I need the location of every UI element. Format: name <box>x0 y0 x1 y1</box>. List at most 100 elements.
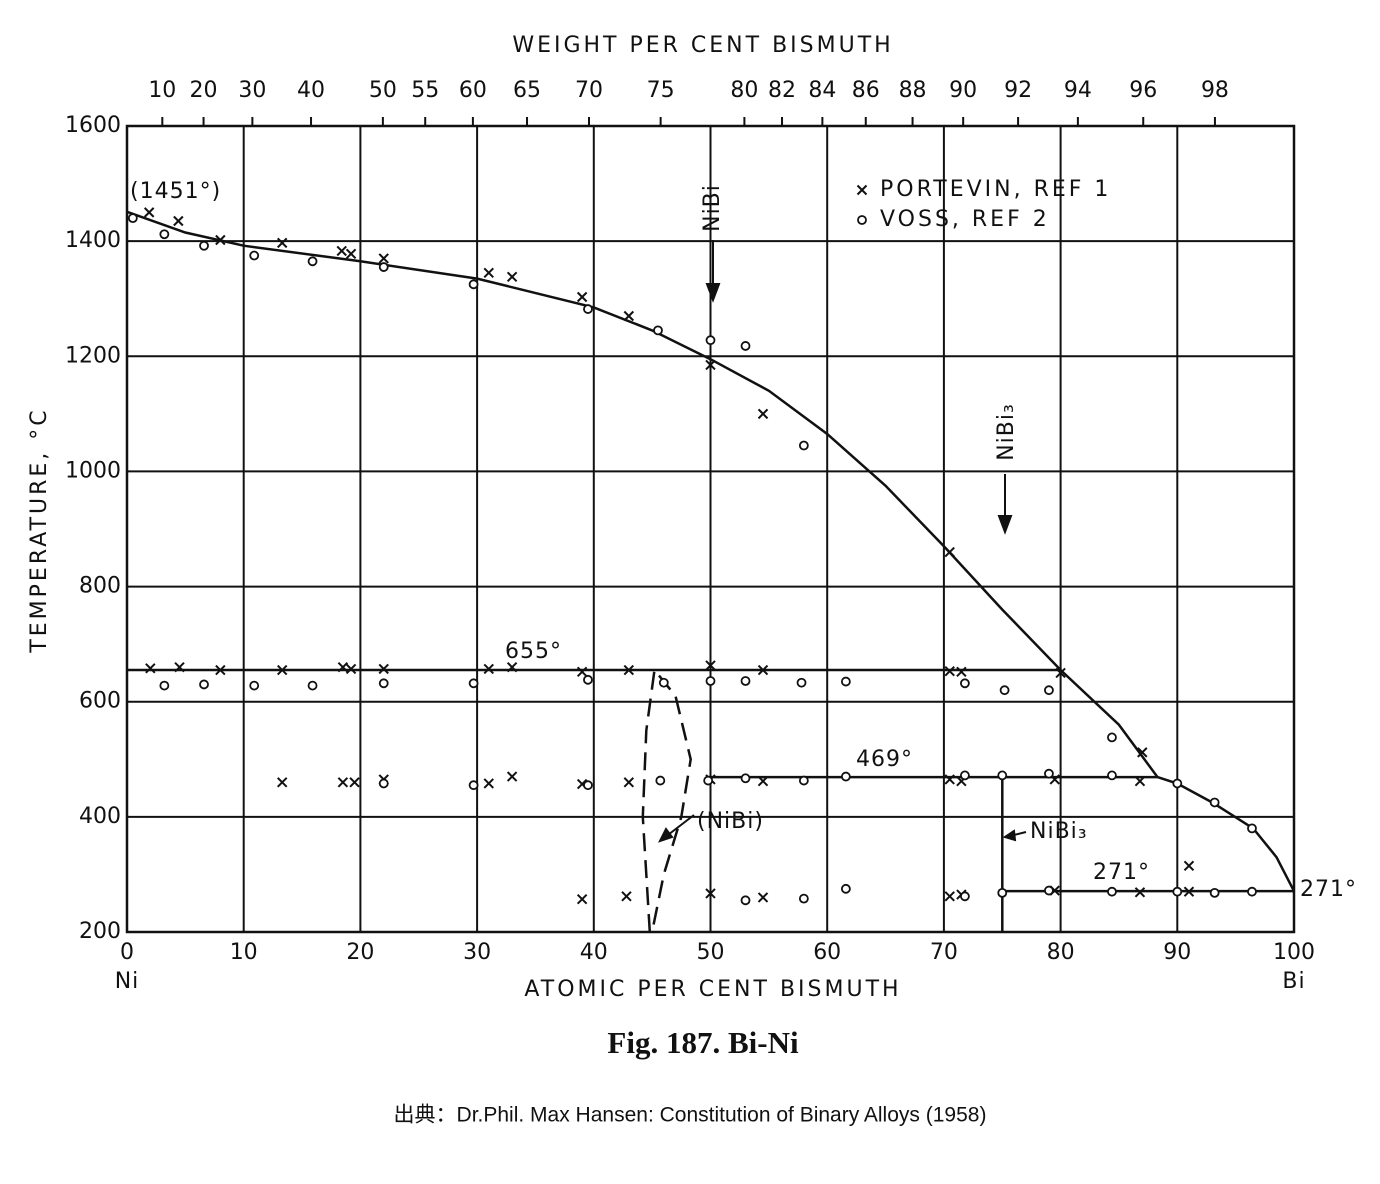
data-point <box>1134 775 1146 787</box>
data-point <box>277 237 288 249</box>
x2-axis-label: WEIGHT PER CENT BISMUTH <box>512 33 893 58</box>
y-tick-label: 400 <box>79 804 121 829</box>
data-point <box>583 780 593 791</box>
y-tick-label: 600 <box>79 689 121 714</box>
data-point <box>1107 732 1117 743</box>
data-point <box>1247 823 1257 834</box>
x2-tick-label: 65 <box>513 78 541 103</box>
data-point <box>345 663 357 675</box>
x-tick-label: 100 <box>1273 940 1315 965</box>
data-point <box>483 778 494 789</box>
data-point <box>623 777 635 788</box>
y-tick-label: 1600 <box>65 113 121 138</box>
marker-stroke <box>576 291 588 303</box>
marker-stroke <box>378 663 389 675</box>
annotation: 271° <box>1300 877 1357 902</box>
x2-tick-label: 96 <box>1129 78 1157 103</box>
data-point <box>277 664 288 676</box>
data-point <box>1134 887 1146 898</box>
marker-stroke <box>173 215 184 227</box>
data-point <box>1209 887 1220 898</box>
x2-tick-label: 98 <box>1201 78 1229 103</box>
data-point <box>483 267 494 279</box>
x2-tick-label: 82 <box>768 78 796 103</box>
data-point <box>944 774 955 785</box>
x-tick-label: 40 <box>580 940 608 965</box>
marker-stroke <box>576 893 588 905</box>
x-tick-label: 80 <box>1047 940 1075 965</box>
data-point <box>378 663 389 675</box>
data-point <box>249 250 260 261</box>
data-point <box>623 310 635 322</box>
data-point <box>705 359 716 371</box>
data-point <box>215 664 226 676</box>
marker-stroke <box>483 267 494 279</box>
y-tick-label: 1400 <box>65 228 121 253</box>
data-point <box>345 248 357 260</box>
marker-stroke <box>856 184 868 196</box>
data-point <box>840 883 851 894</box>
marker-stroke <box>337 777 349 788</box>
x2-tick-label: 30 <box>238 78 266 103</box>
data-point <box>956 666 967 677</box>
marker-stroke <box>174 661 185 673</box>
data-point <box>127 213 138 224</box>
marker-stroke <box>277 777 288 788</box>
marker-stroke <box>623 777 635 788</box>
x-tick-label: 30 <box>463 940 491 965</box>
marker-stroke <box>576 778 588 790</box>
x2-tick-label: 10 <box>148 78 176 103</box>
x2-tick-label: 70 <box>575 78 603 103</box>
y-tick-label: 1000 <box>65 458 121 483</box>
data-point <box>215 234 226 246</box>
data-point <box>798 893 809 904</box>
data-point <box>468 780 479 791</box>
figure-caption: Fig. 187. Bi-Ni <box>607 1025 799 1060</box>
annotation: (NiBi) <box>697 809 764 834</box>
marker-stroke <box>944 774 955 785</box>
data-point <box>621 891 632 902</box>
data-point <box>199 679 209 690</box>
x-tick-label: 50 <box>697 940 725 965</box>
data-point <box>798 775 809 786</box>
marker-stroke <box>944 891 955 902</box>
x2-tick-label: 80 <box>730 78 758 103</box>
marker-stroke <box>1183 886 1195 897</box>
data-point <box>997 887 1008 898</box>
data-point <box>703 775 714 786</box>
marker-stroke <box>506 271 518 283</box>
data-point <box>1044 768 1054 779</box>
marker-stroke <box>757 408 769 420</box>
data-point <box>337 661 349 673</box>
data-point <box>199 240 209 251</box>
x-tick-label: 90 <box>1163 940 1191 965</box>
data-point <box>337 777 349 788</box>
data-point <box>757 664 769 676</box>
marker-stroke <box>345 248 357 260</box>
marker-stroke <box>506 661 518 673</box>
marker-stroke <box>277 664 288 676</box>
data-point <box>1044 885 1054 896</box>
data-point <box>1247 886 1257 897</box>
x2-tick-label: 88 <box>899 78 927 103</box>
data-point <box>740 341 751 351</box>
data-point <box>796 677 807 688</box>
marker-stroke <box>143 207 155 218</box>
y-tick-label: 1200 <box>65 343 121 368</box>
marker-stroke <box>576 666 588 677</box>
annotation: NiBi <box>700 184 725 232</box>
data-point <box>307 256 318 267</box>
marker-stroke <box>944 665 955 677</box>
data-point <box>623 664 635 676</box>
x-tick-label: 10 <box>230 940 258 965</box>
data-point <box>757 408 769 420</box>
data-point <box>576 291 588 303</box>
annotation: Bi <box>1282 969 1305 994</box>
data-point <box>705 676 716 686</box>
y-tick-label: 200 <box>79 919 121 944</box>
marker-stroke <box>483 663 494 675</box>
data-point <box>378 678 389 689</box>
data-point <box>506 661 518 673</box>
x2-tick-label: 50 <box>369 78 397 103</box>
data-point <box>840 676 851 687</box>
